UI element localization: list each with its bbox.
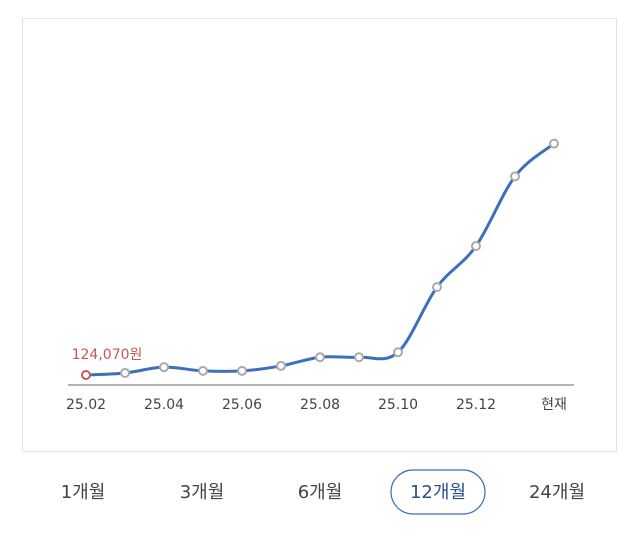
period-tab[interactable]: 1개월 [61,482,106,503]
x-tick-label: 25.04 [144,397,184,413]
point [81,370,91,381]
x-tick-label: 25.08 [300,397,340,413]
period-tab[interactable]: 12개월 [410,482,466,503]
point [471,241,481,252]
point [198,365,208,376]
point [120,367,130,378]
period-tab[interactable]: 3개월 [180,482,225,503]
chart-card [22,18,617,452]
x-tick-label: 25.10 [378,397,418,413]
tab-selected-outline [390,469,486,515]
point [354,352,364,363]
x-tick-label: 25.02 [66,397,106,413]
point [237,365,247,376]
point [276,360,286,371]
x-tick-label: 25.12 [456,397,496,413]
point [549,138,559,149]
period-tab[interactable]: 24개월 [529,482,585,503]
point [432,282,442,293]
point [393,347,403,358]
x-tick-label: 25.06 [222,397,262,413]
point [510,171,520,182]
x-tick-label: 현재 [541,397,567,413]
period-tab[interactable]: 6개월 [298,482,343,503]
point [315,352,325,363]
point [159,362,169,373]
value-label: 124,070원 [72,347,143,363]
